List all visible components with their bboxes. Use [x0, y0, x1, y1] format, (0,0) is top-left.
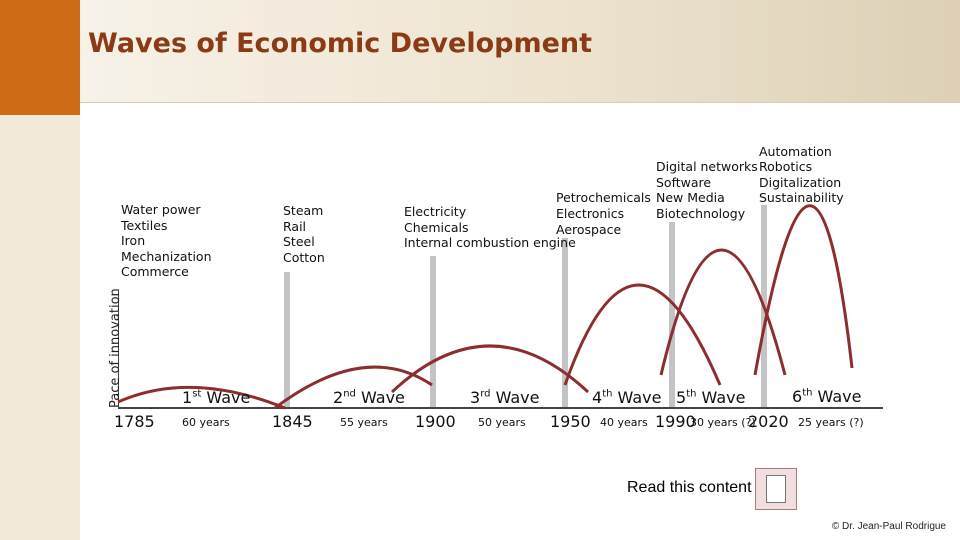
wave-label-6: 6th Wave [792, 387, 862, 406]
duration-wave-3: 50 years [478, 416, 526, 429]
wave-5-feature-digital-networks: Digital networks [656, 159, 758, 174]
duration-wave-1: 60 years [182, 416, 230, 429]
year-1900: 1900 [415, 412, 456, 431]
wave-curve-4 [563, 283, 722, 386]
wave-4-feature-petrochemicals: Petrochemicals [556, 190, 651, 205]
wave-label-2: 2nd Wave [333, 388, 405, 407]
wave-2-features: Steam Rail Steel Cotton [283, 203, 325, 265]
y-axis-line [118, 290, 119, 408]
pillar-1990 [669, 222, 675, 408]
header-divider [80, 102, 960, 103]
wave-6-feature-robotics: Robotics [759, 159, 813, 174]
wave-1-features: Water power Textiles Iron Mechanization Comm… [121, 202, 212, 279]
duration-wave-5: 30 years (?) [690, 416, 756, 429]
wave-5-feature-software: Software [656, 175, 712, 190]
wave-label-4: 4th Wave [592, 388, 662, 407]
year-1785: 1785 [114, 412, 155, 431]
wave-curve-6 [753, 204, 854, 376]
duration-wave-2: 55 years [340, 416, 388, 429]
pillar-1900 [430, 256, 436, 408]
wave-6-feature-sustainability: Sustainability [759, 190, 844, 205]
duration-wave-4: 40 years [600, 416, 648, 429]
pillar-1845 [284, 272, 290, 408]
wave-6-feature-biotechnology: Biotechnology [656, 206, 746, 221]
wave-6-feature-digitalization: Digitalization [759, 175, 842, 190]
wave-4-feature-aerospace: Aerospace [556, 222, 622, 237]
wave-6-feature-automation: Automation [759, 144, 832, 159]
wave-curve-3 [390, 344, 590, 394]
sidebar-panel [0, 115, 80, 540]
slide-title: Waves of Economic Development [88, 28, 593, 59]
wave-4-feature-electronics: Electronics [556, 206, 625, 221]
pillar-1950 [562, 238, 568, 408]
wave-curve-1 [117, 385, 286, 410]
year-2020: 2020 [748, 412, 789, 431]
year-1990: 1990 [655, 412, 696, 431]
accent-sidebar [0, 0, 80, 115]
document-icon[interactable] [755, 468, 797, 510]
duration-wave-6: 25 years (?) [798, 416, 864, 429]
wave-curve-5 [659, 248, 787, 376]
year-1845: 1845 [272, 412, 313, 431]
year-1950: 1950 [550, 412, 591, 431]
wave-3-features: Electricity Chemicals Internal combustion … [404, 204, 576, 250]
wave-label-3: 3rd Wave [470, 388, 540, 407]
x-axis-line [118, 407, 883, 409]
wave-label-1: 1st Wave [182, 388, 251, 407]
wave-5-feature-new-media: New Media [656, 190, 725, 205]
copyright-text: © Dr. Jean-Paul Rodrigue [831, 521, 946, 532]
header-band [80, 0, 960, 102]
read-content-link[interactable]: Read this content [627, 479, 752, 496]
wave-label-5: 5th Wave [676, 388, 746, 407]
wave-curve-2 [274, 365, 433, 410]
